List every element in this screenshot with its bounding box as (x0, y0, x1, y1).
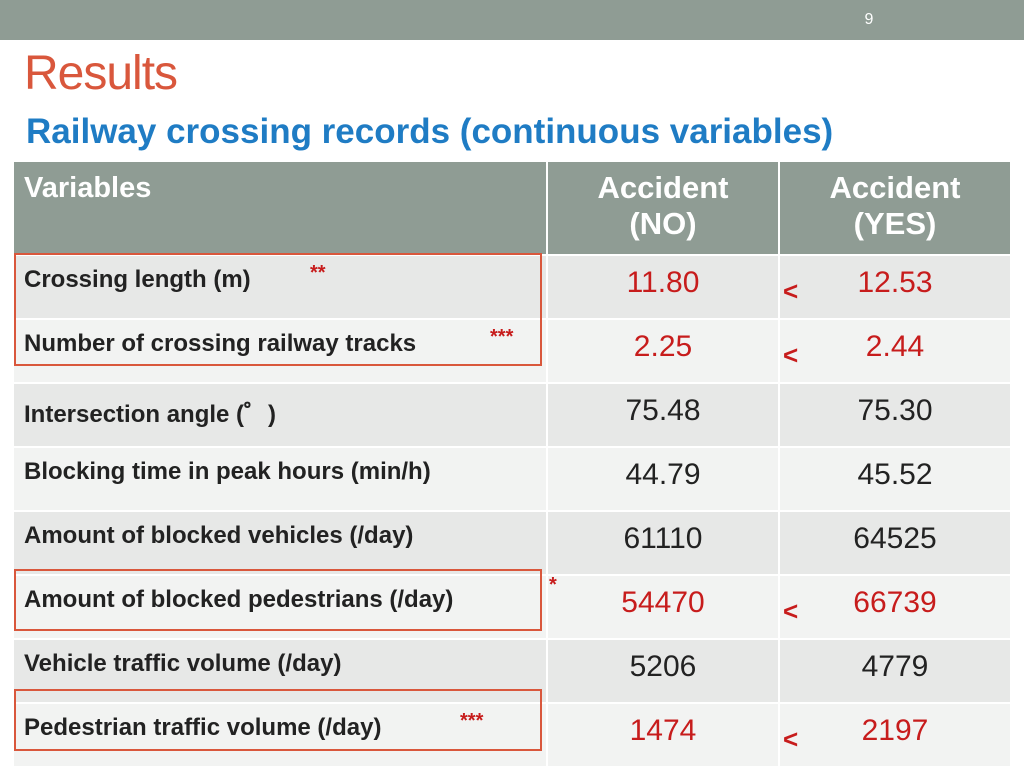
table-row: Blocking time in peak hours (min/h) 44.79… (14, 448, 1010, 510)
table-body: Crossing length (m) 11.80 12.53 ** < Number o… (14, 254, 1010, 766)
accident-no-value: 1474 (548, 704, 778, 766)
variable-label: Blocking time in peak hours (min/h) (24, 458, 431, 485)
accident-no-value: 11.80 (548, 256, 778, 318)
accident-yes-value: 75.30 (780, 384, 1010, 446)
variable-cell: Blocking time in peak hours (min/h) (14, 448, 546, 510)
highlight-box-ped-volume (14, 689, 542, 751)
header-accident-yes-text: Accident (YES) (829, 170, 961, 241)
significance-marker: * (549, 574, 557, 596)
accident-yes-value: 45.52 (780, 448, 1010, 510)
header-variables: Variables (14, 162, 546, 254)
slide-title: Results (24, 47, 178, 100)
accident-yes-value: 66739 (780, 576, 1010, 638)
variable-label: Pedestrian traffic volume (/day) (24, 714, 382, 741)
slide-subtitle: Railway crossing records (continuous var… (26, 112, 834, 151)
table-row: Crossing length (m) 11.80 12.53 ** < (14, 256, 1010, 318)
variable-label: Amount of blocked vehicles (/day) (24, 522, 414, 549)
accident-yes-value: 2197 (780, 704, 1010, 766)
less-than-sign: < (783, 340, 799, 370)
accident-no-value: 75.48 (548, 384, 778, 446)
header-accident-yes: Accident (YES) (780, 162, 1010, 254)
variable-label: Crossing length (m) (24, 266, 251, 293)
page-number: 9 (864, 11, 874, 28)
results-table: Variables Accident (NO) Accident (YES) C… (14, 162, 1010, 766)
table-row: Pedestrian traffic volume (/day) 1474 2197… (14, 704, 1010, 766)
table-row: Amount of blocked vehicles (/day) 61110 64… (14, 512, 1010, 574)
less-than-sign: < (783, 724, 799, 754)
variable-cell: Vehicle traffic volume (/day) (14, 640, 546, 702)
accident-no-value: 44.79 (548, 448, 778, 510)
accident-yes-value: 64525 (780, 512, 1010, 574)
variable-cell: Amount of blocked vehicles (/day) (14, 512, 546, 574)
variable-label: Amount of blocked pedestrians (/day) (24, 586, 454, 613)
header-accident-no-text: Accident (NO) (597, 170, 729, 241)
variable-cell: Pedestrian traffic volume (/day) (14, 704, 546, 766)
variable-label: Number of crossing railway tracks (24, 330, 417, 357)
accident-yes-value: 2.44 (780, 320, 1010, 382)
accident-no-value: 61110 (548, 512, 778, 574)
highlight-box-pedestrians (14, 569, 542, 631)
accident-no-value: 54470 (548, 576, 778, 638)
accident-yes-value: 12.53 (780, 256, 1010, 318)
table-row: Intersection angle (゜) 75.48 75.30 (14, 384, 1010, 446)
accident-no-value: 2.25 (548, 320, 778, 382)
table-row: Vehicle traffic volume (/day) 5206 4779 (14, 640, 1010, 702)
table-row: Number of crossing railway tracks 2.25 2.4… (14, 320, 1010, 382)
variable-cell: Number of crossing railway tracks (14, 320, 546, 382)
table-header-row: Variables Accident (NO) Accident (YES) (14, 162, 1010, 254)
variable-cell: Amount of blocked pedestrians (/day) (14, 576, 546, 638)
less-than-sign: < (783, 276, 799, 306)
significance-marker: *** (490, 326, 514, 348)
highlight-box-tracks (14, 253, 542, 366)
variable-cell: Crossing length (m) (14, 256, 546, 318)
header-accident-no: Accident (NO) (548, 162, 778, 254)
table-row: Amount of blocked pedestrians (/day) 5447… (14, 574, 1010, 638)
significance-marker: ** (310, 262, 326, 284)
top-bar: 9 (0, 0, 1024, 40)
significance-marker: *** (460, 710, 484, 732)
variable-label: Intersection angle (゜) (24, 401, 277, 428)
less-than-sign: < (783, 596, 799, 626)
variable-label: Vehicle traffic volume (/day) (24, 650, 342, 677)
accident-yes-value: 4779 (780, 640, 1010, 702)
accident-no-value: 5206 (548, 640, 778, 702)
variable-cell: Intersection angle (゜) (14, 384, 546, 446)
